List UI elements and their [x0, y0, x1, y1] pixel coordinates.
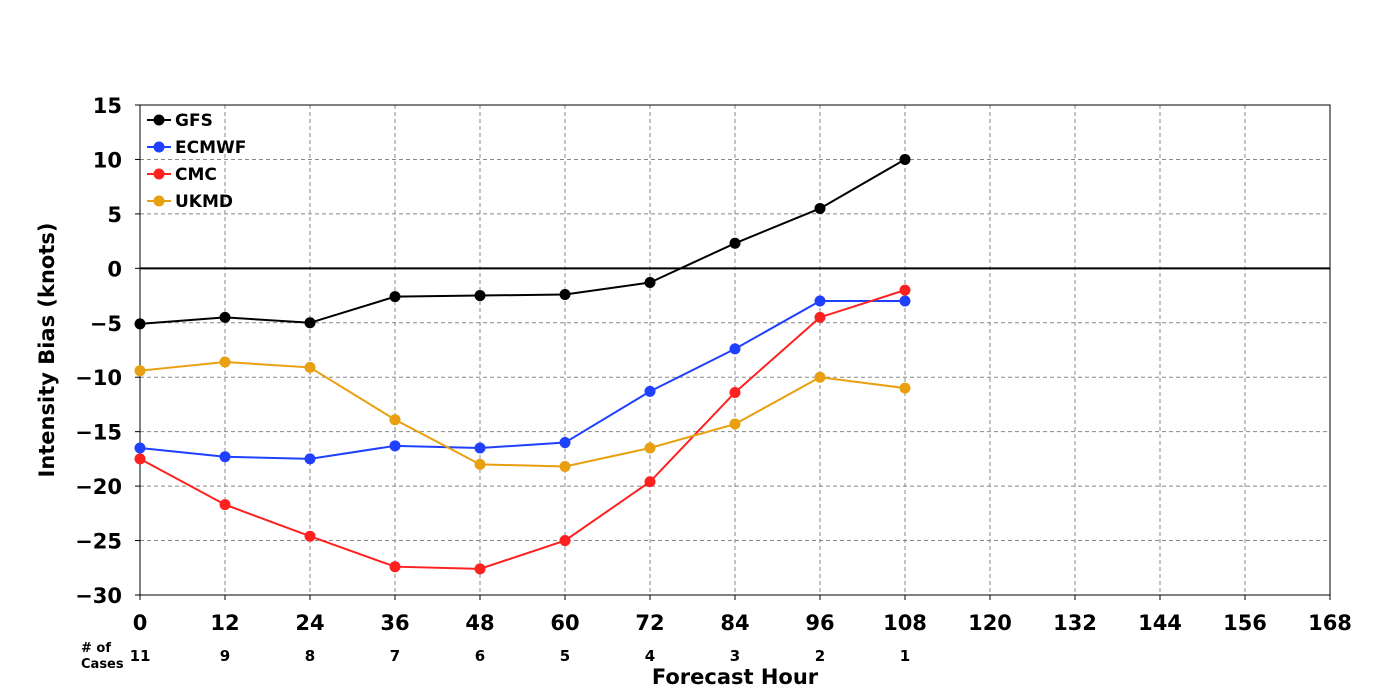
x-tick-labels: 0 12 24 36 48 60 72 84 96 108 120 132 144 156 168 — [133, 595, 1352, 635]
data-point-ukmd — [304, 361, 316, 373]
grid-lines — [140, 105, 1330, 595]
cases-row: 11 9 8 7 6 5 4 3 2 1 — [130, 647, 911, 665]
legend-marker-gfs — [153, 114, 165, 126]
data-point-ecmwf — [134, 442, 146, 454]
data-point-ecmwf — [474, 442, 486, 454]
data-point-cmc — [389, 561, 401, 573]
data-point-ecmwf — [899, 295, 911, 307]
x-tick-label: 84 — [720, 611, 749, 635]
data-point-ukmd — [474, 458, 486, 470]
x-tick-label: 48 — [465, 611, 494, 635]
case-count: 5 — [560, 647, 570, 665]
x-tick-label: 72 — [635, 611, 664, 635]
legend-marker-ecmwf — [153, 141, 165, 153]
data-point-cmc — [134, 453, 146, 465]
cases-label-line-1: # of — [81, 641, 111, 656]
data-point-ecmwf — [389, 440, 401, 452]
y-tick-label: −5 — [90, 312, 122, 336]
x-tick-label: 96 — [805, 611, 834, 635]
legend: GFS ECMWF CMC UKMD — [147, 111, 246, 212]
data-point-cmc — [559, 535, 571, 547]
legend-label-ukmd: UKMD — [175, 192, 233, 212]
case-count: 8 — [305, 647, 315, 665]
y-tick-label: −10 — [75, 366, 122, 390]
case-count: 7 — [390, 647, 400, 665]
y-tick-label: −15 — [75, 421, 122, 445]
series-line-gfs — [139, 158, 906, 325]
y-tick-label: −30 — [75, 584, 122, 608]
series-line-cmc — [139, 289, 906, 570]
data-point-ecmwf — [219, 451, 231, 463]
legend-label-cmc: CMC — [175, 165, 217, 185]
cases-label-line-2: Cases — [81, 657, 124, 672]
data-point-cmc — [814, 311, 826, 323]
x-tick-label: 132 — [1053, 611, 1097, 635]
data-point-ecmwf — [814, 295, 826, 307]
case-count: 1 — [900, 647, 910, 665]
data-point-gfs — [814, 202, 826, 214]
y-tick-label: 5 — [107, 203, 122, 227]
legend-label-gfs: GFS — [175, 111, 213, 131]
x-tick-label: 168 — [1308, 611, 1352, 635]
series-layer — [134, 153, 911, 575]
data-point-gfs — [304, 317, 316, 329]
data-point-ukmd — [219, 356, 231, 368]
data-point-gfs — [899, 153, 911, 165]
x-axis-title: Forecast Hour — [652, 665, 819, 689]
series-line-ukmd — [139, 360, 906, 468]
x-tick-label: 108 — [883, 611, 927, 635]
data-point-ukmd — [899, 382, 911, 394]
y-tick-labels: 15 10 5 0 −5 −10 −15 −20 −25 −30 — [75, 94, 140, 608]
legend-marker-ukmd — [153, 195, 165, 207]
x-tick-label: 0 — [133, 611, 148, 635]
x-tick-label: 12 — [210, 611, 239, 635]
data-point-gfs — [474, 290, 486, 302]
x-tick-label: 120 — [968, 611, 1012, 635]
case-count: 4 — [645, 647, 655, 665]
data-point-cmc — [304, 530, 316, 542]
y-tick-label: 0 — [107, 257, 122, 281]
data-point-cmc — [644, 476, 656, 488]
data-point-gfs — [559, 288, 571, 300]
data-point-gfs — [389, 291, 401, 303]
x-tick-label: 24 — [295, 611, 324, 635]
data-point-ecmwf — [729, 343, 741, 355]
data-point-cmc — [219, 499, 231, 511]
case-count: 2 — [815, 647, 825, 665]
x-tick-label: 60 — [550, 611, 579, 635]
data-point-cmc — [474, 563, 486, 575]
case-count: 11 — [130, 647, 151, 665]
data-point-ecmwf — [559, 437, 571, 449]
data-point-gfs — [729, 237, 741, 249]
data-point-cmc — [899, 284, 911, 296]
data-point-gfs — [644, 276, 656, 288]
y-tick-label: −20 — [75, 475, 122, 499]
series-line-ecmwf — [139, 300, 905, 460]
data-point-cmc — [729, 386, 741, 398]
data-point-ukmd — [134, 365, 146, 377]
legend-marker-cmc — [153, 168, 165, 180]
legend-label-ecmwf: ECMWF — [175, 138, 246, 158]
data-point-ecmwf — [304, 453, 316, 465]
data-point-ecmwf — [644, 385, 656, 397]
y-tick-label: 15 — [93, 94, 122, 118]
x-tick-label: 36 — [380, 611, 409, 635]
case-count: 9 — [220, 647, 230, 665]
data-point-ukmd — [644, 442, 656, 454]
data-point-gfs — [134, 318, 146, 330]
y-axis-title: Intensity Bias (knots) — [35, 223, 59, 478]
data-point-ukmd — [559, 461, 571, 473]
case-count: 3 — [730, 647, 740, 665]
data-point-ukmd — [389, 414, 401, 426]
y-tick-label: −25 — [75, 530, 122, 554]
data-point-gfs — [219, 311, 231, 323]
data-point-ukmd — [814, 371, 826, 383]
data-point-ukmd — [729, 418, 741, 430]
x-tick-label: 144 — [1138, 611, 1182, 635]
x-tick-label: 156 — [1223, 611, 1267, 635]
case-count: 6 — [475, 647, 485, 665]
y-tick-label: 10 — [93, 148, 122, 172]
